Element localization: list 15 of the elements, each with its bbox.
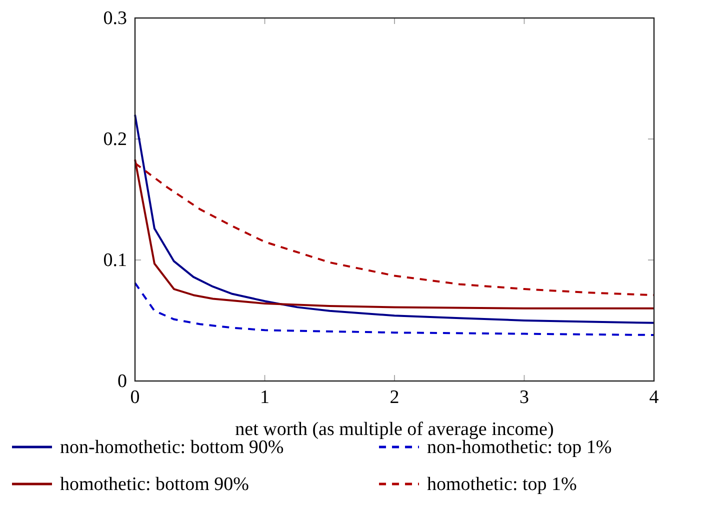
- legend-label: homothetic: bottom 90%: [60, 474, 250, 495]
- x-axis-title: net worth (as multiple of average income): [235, 419, 554, 440]
- x-tick-label: 3: [520, 387, 529, 408]
- y-tick-label: 0.3: [103, 8, 127, 29]
- line-series: [134, 114, 655, 324]
- legend-label: non-homothetic: bottom 90%: [60, 437, 284, 458]
- x-tick-label: 2: [390, 387, 400, 408]
- y-tick-label: 0: [118, 371, 127, 392]
- legend-label: homothetic: top 1%: [427, 474, 578, 495]
- y-tick-label: 0.1: [103, 250, 127, 271]
- x-tick-label: 0: [130, 387, 140, 408]
- x-tick-label: 1: [260, 387, 270, 408]
- y-tick-label: 0.2: [103, 129, 127, 150]
- line-series: [134, 282, 655, 336]
- x-tick-label: 4: [649, 387, 660, 408]
